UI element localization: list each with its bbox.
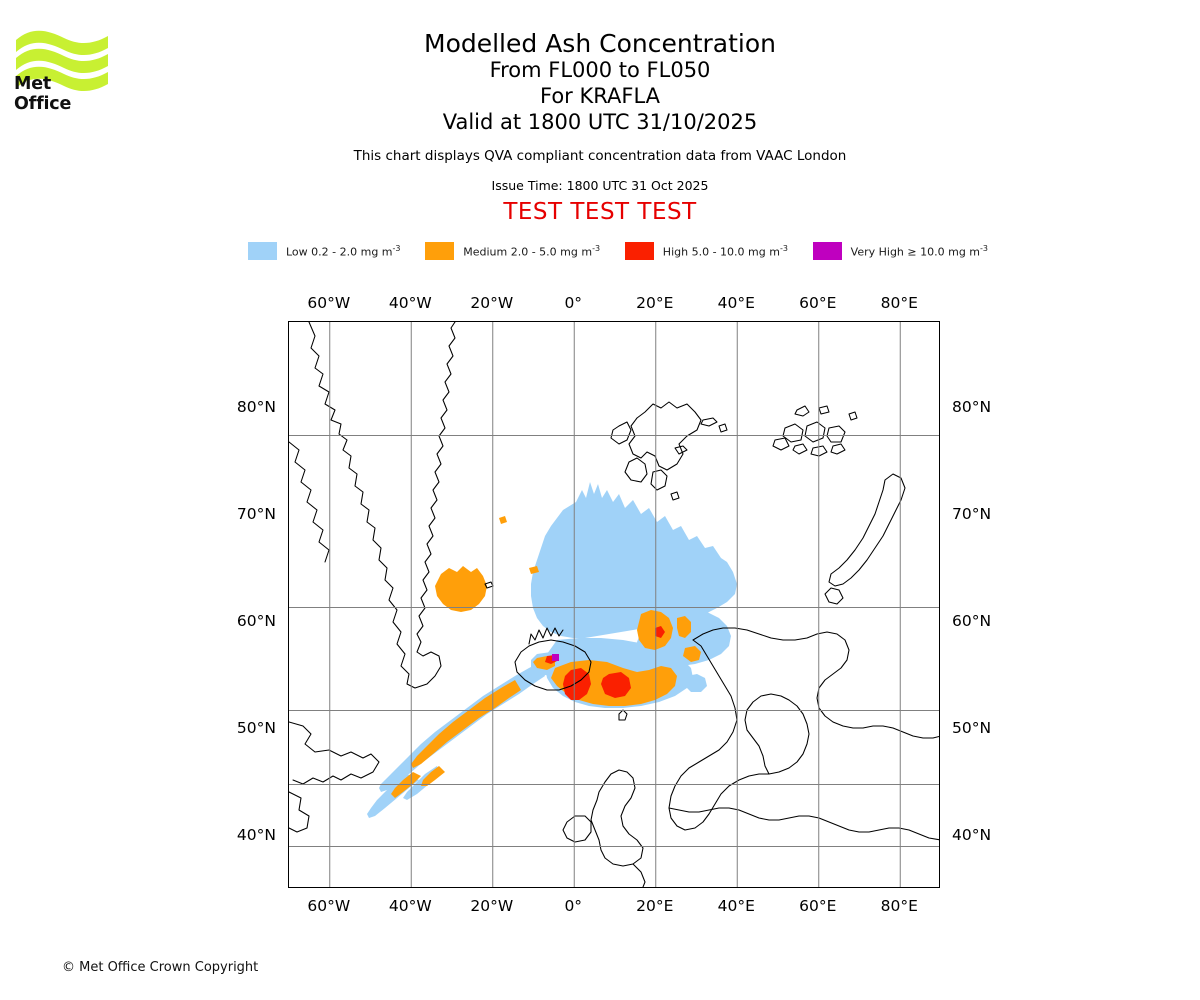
legend-label-medium: Medium 2.0 - 5.0 mg m-3 (463, 243, 601, 259)
logo-wordmark: Met Office (14, 74, 72, 114)
legend-label-high: High 5.0 - 10.0 mg m-3 (662, 243, 788, 259)
legend-swatch-high (624, 242, 654, 260)
plume-layer-very-high (552, 654, 559, 661)
copyright-notice: © Met Office Crown Copyright (62, 960, 259, 975)
legend-label-very-high: Very High ≥ 10.0 mg m-3 (850, 243, 988, 259)
y-tick-right-80°N: 80°N (952, 397, 992, 416)
x-tick-top-60°W: 60°W (307, 294, 351, 312)
y-tick-right-50°N: 50°N (952, 718, 992, 737)
x-tick-bottom-40°W: 40°W (388, 897, 432, 915)
y-tick-left-40°N: 40°N (236, 825, 276, 844)
x-tick-bottom-40°E: 40°E (717, 897, 755, 915)
test-banner: TEST TEST TEST (503, 199, 697, 225)
x-tick-bottom-0°: 0° (564, 897, 583, 915)
logo-waves-icon (16, 30, 108, 92)
x-tick-top-20°E: 20°E (636, 294, 674, 312)
plume-layer-low (367, 482, 737, 818)
flight-level-range: From FL000 to FL050 (489, 58, 711, 82)
y-tick-left-60°N: 60°N (236, 611, 276, 630)
legend-item-medium: Medium 2.0 - 5.0 mg m-3 (425, 241, 600, 261)
page-title: Modelled Ash Concentration (424, 29, 776, 58)
x-tick-top-0°: 0° (564, 294, 583, 312)
legend-item-high: High 5.0 - 10.0 mg m-3 (624, 241, 788, 261)
legend-label-low: Low 0.2 - 2.0 mg m-3 (286, 243, 401, 259)
y-tick-left-50°N: 50°N (236, 718, 276, 737)
qva-note: This chart displays QVA compliant concen… (353, 148, 847, 164)
legend-swatch-very-high (812, 242, 842, 260)
x-tick-top-60°E: 60°E (799, 294, 837, 312)
y-tick-left-70°N: 70°N (236, 504, 276, 523)
concentration-legend: Low 0.2 - 2.0 mg m-3 Medium 2.0 - 5.0 mg … (248, 241, 988, 261)
volcano-name: For KRAFLA (540, 84, 660, 108)
legend-item-low: Low 0.2 - 2.0 mg m-3 (248, 241, 401, 261)
x-tick-bottom-60°E: 60°E (799, 897, 837, 915)
ash-concentration-map (289, 322, 939, 887)
plume-layer-high (545, 626, 665, 700)
y-tick-left-80°N: 80°N (236, 397, 276, 416)
x-tick-top-40°E: 40°E (717, 294, 755, 312)
x-tick-top-80°E: 80°E (880, 294, 918, 312)
issue-time: Issue Time: 1800 UTC 31 Oct 2025 (491, 178, 709, 193)
x-tick-bottom-20°E: 20°E (636, 897, 674, 915)
coastlines (289, 322, 939, 887)
met-office-logo: Met Office (14, 28, 110, 114)
valid-time: Valid at 1800 UTC 31/10/2025 (442, 110, 758, 134)
map-gridlines (289, 322, 939, 887)
legend-swatch-low (248, 242, 277, 260)
x-tick-bottom-20°W: 20°W (470, 897, 514, 915)
legend-swatch-medium (425, 242, 455, 260)
y-tick-right-70°N: 70°N (952, 504, 992, 523)
x-tick-bottom-80°E: 80°E (880, 897, 918, 915)
x-tick-top-40°W: 40°W (388, 294, 432, 312)
map-panel (288, 321, 940, 888)
y-tick-right-60°N: 60°N (952, 611, 992, 630)
map-frame (288, 321, 940, 888)
legend-item-very-high: Very High ≥ 10.0 mg m-3 (812, 241, 988, 261)
x-tick-top-20°W: 20°W (470, 294, 514, 312)
x-tick-bottom-60°W: 60°W (307, 897, 351, 915)
y-tick-right-40°N: 40°N (952, 825, 992, 844)
chart-header: Modelled Ash Concentration From FL000 to… (0, 0, 1200, 225)
